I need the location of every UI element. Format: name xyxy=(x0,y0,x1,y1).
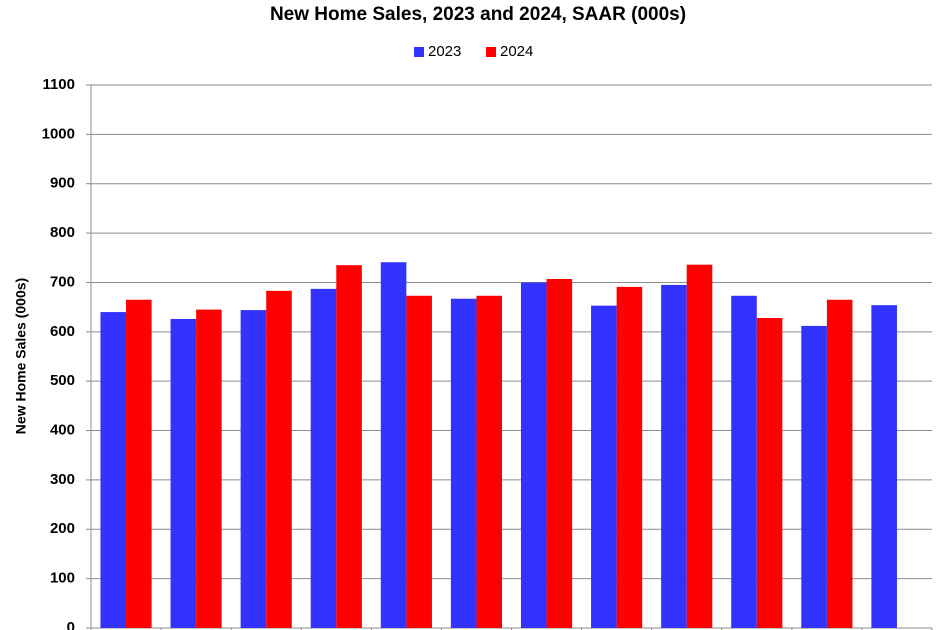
bar xyxy=(871,305,897,628)
y-tick-label: 1100 xyxy=(42,76,75,93)
bar xyxy=(546,278,573,628)
bar xyxy=(616,286,643,628)
bar xyxy=(336,265,362,628)
bar xyxy=(731,295,757,628)
bar xyxy=(196,309,222,628)
bar xyxy=(170,318,197,628)
chart-title: New Home Sales, 2023 and 2024, SAAR (000… xyxy=(270,4,686,25)
bar xyxy=(756,317,783,628)
y-tick-label: 400 xyxy=(50,422,75,439)
bar xyxy=(126,299,152,628)
y-axis-label: New Home Sales (000s) xyxy=(13,278,29,434)
y-tick-label: 200 xyxy=(50,520,75,537)
bar xyxy=(801,325,827,628)
legend: 2023 2024 xyxy=(414,43,533,60)
legend-swatch xyxy=(486,47,496,57)
bar xyxy=(266,290,292,628)
bar xyxy=(310,288,337,628)
bar xyxy=(406,295,432,628)
y-tick-label: 900 xyxy=(50,175,75,192)
y-tick-label: 700 xyxy=(50,273,75,290)
y-tick-label: 800 xyxy=(50,224,75,241)
y-tick-label: 0 xyxy=(67,619,75,630)
bar xyxy=(450,298,477,628)
legend-label: 2023 xyxy=(428,43,461,60)
y-tick-label: 100 xyxy=(50,570,75,587)
bar xyxy=(476,295,503,628)
bar xyxy=(380,262,407,628)
bar xyxy=(686,264,713,628)
bar xyxy=(826,299,853,628)
legend-swatch xyxy=(414,47,424,57)
bar xyxy=(100,312,127,628)
y-tick-label: 1000 xyxy=(42,125,75,142)
bar xyxy=(240,310,267,628)
bar xyxy=(591,305,617,628)
y-tick-label: 300 xyxy=(50,471,75,488)
legend-label: 2024 xyxy=(500,43,533,60)
bar xyxy=(661,284,687,628)
y-tick-label: 500 xyxy=(50,372,75,389)
y-tick-label: 600 xyxy=(50,323,75,340)
bar xyxy=(520,282,547,628)
